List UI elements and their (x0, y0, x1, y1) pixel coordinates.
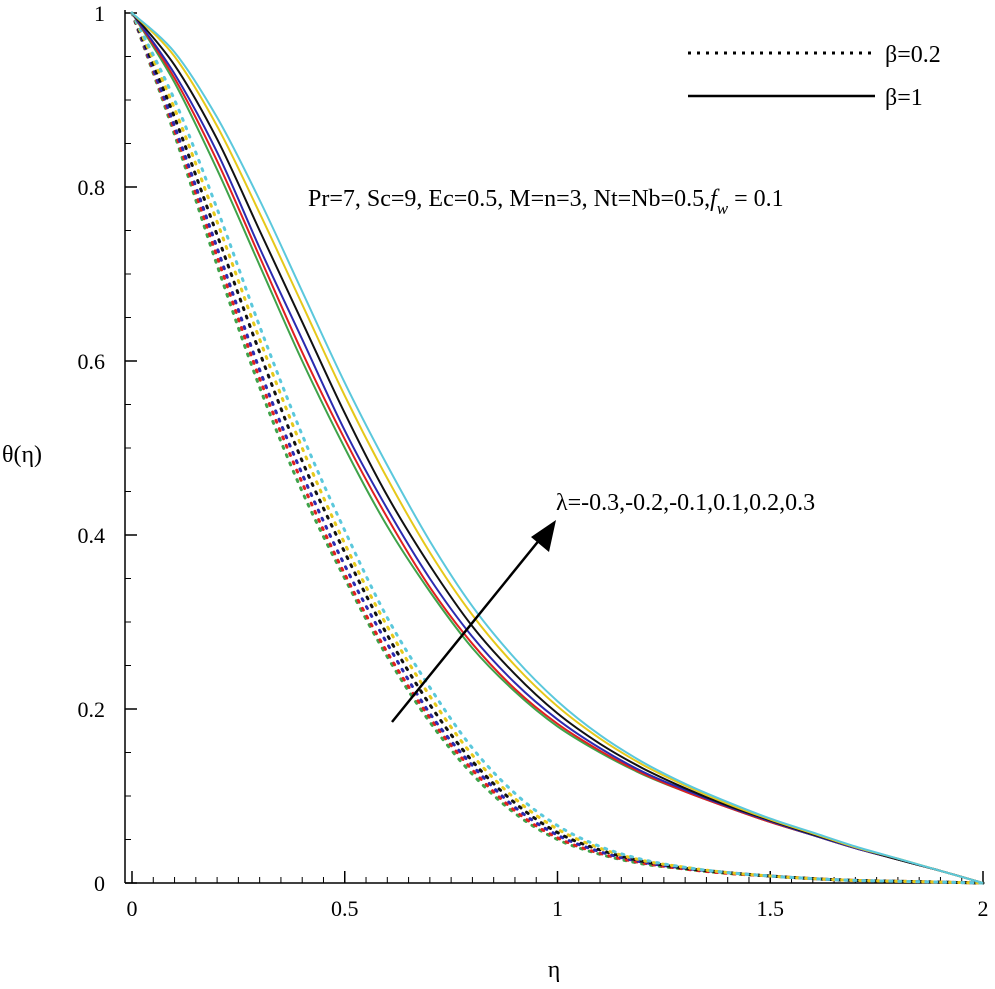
series-layer (130, 11, 985, 885)
legend-label-beta-0-2: β=0.2 (885, 42, 941, 68)
x-tick-label: 2 (978, 896, 989, 921)
fw-value: = 0.1 (734, 186, 784, 212)
legend: β=0.2 β=1 (688, 42, 941, 111)
dotted-series-line-3 (130, 11, 985, 885)
y-tick-label: 0.4 (78, 523, 106, 548)
lambda-arrow (391, 526, 551, 723)
solid-series-line-11 (131, 12, 984, 884)
fw-symbol: f (710, 186, 720, 212)
dotted-series-line-5 (130, 11, 985, 885)
x-tick-label: 1.5 (757, 896, 785, 921)
dotted-series-line-4 (130, 11, 985, 885)
x-tick-label: 0.5 (331, 896, 359, 921)
y-tick-label: 0 (94, 871, 105, 896)
dotted-series-line-2 (130, 11, 985, 885)
legend-label-beta-1: β=1 (885, 85, 923, 111)
fw-subscript: w (717, 199, 729, 218)
params-text: Pr=7, Sc=9, Ec=0.5, M=n=3, Nt=Nb=0.5, (308, 186, 710, 212)
parameter-annotation: Pr=7, Sc=9, Ec=0.5, M=n=3, Nt=Nb=0.5,fw =… (308, 186, 784, 218)
lambda-arrowhead (531, 520, 556, 552)
solid-series-line-7 (131, 12, 984, 884)
x-axis-label: η (548, 957, 561, 983)
y-axis-label: θ(η) (2, 442, 42, 468)
solid-series-line-10 (131, 12, 984, 884)
x-tick-label: 0 (127, 896, 138, 921)
dotted-series-line-1 (130, 11, 985, 885)
y-tick-label: 0.8 (78, 175, 106, 200)
solid-series-line-9 (131, 12, 984, 884)
solid-series-line-6 (131, 12, 984, 884)
solid-series-line-8 (131, 12, 984, 884)
lambda-annotation: λ=-0.3,-0.2,-0.1,0.1,0.2,0.3 (556, 490, 815, 516)
dotted-series-line-0 (130, 11, 985, 885)
y-tick-label: 1 (94, 1, 105, 26)
y-tick-label: 0.2 (78, 697, 106, 722)
ticks: 0 0.5 1 1.5 2 0 0.2 0.4 0.6 0.8 1 (78, 1, 989, 921)
y-tick-label: 0.6 (78, 349, 106, 374)
x-tick-label: 1 (552, 896, 563, 921)
